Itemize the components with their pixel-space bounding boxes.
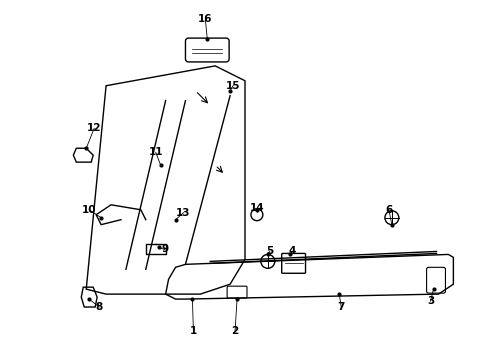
Text: 2: 2 (231, 326, 239, 336)
Text: 10: 10 (82, 205, 97, 215)
Text: 14: 14 (249, 203, 264, 213)
Text: 15: 15 (226, 81, 240, 91)
Text: 12: 12 (87, 123, 101, 134)
Text: 3: 3 (427, 296, 434, 306)
Text: 13: 13 (176, 208, 191, 218)
Text: 9: 9 (161, 244, 168, 255)
Text: 16: 16 (198, 14, 213, 24)
Text: 8: 8 (96, 302, 103, 312)
Text: 6: 6 (385, 205, 392, 215)
Text: 7: 7 (338, 302, 345, 312)
Text: 11: 11 (148, 147, 163, 157)
Text: 1: 1 (190, 326, 197, 336)
Text: 4: 4 (289, 247, 296, 256)
Text: 5: 5 (266, 247, 273, 256)
